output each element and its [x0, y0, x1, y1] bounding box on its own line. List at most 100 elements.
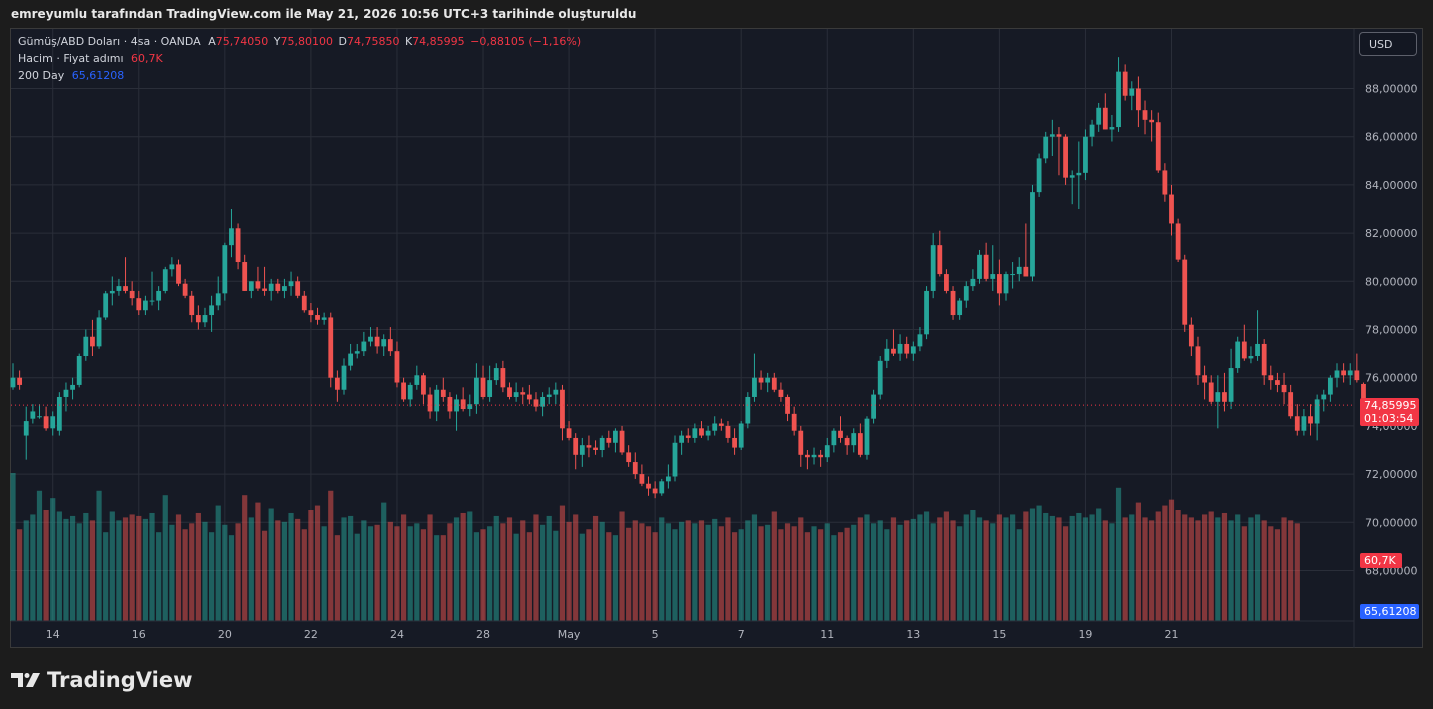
candle-body: [169, 264, 175, 270]
candle-body: [189, 295, 195, 316]
volume-bar: [1036, 505, 1042, 621]
volume-bar: [354, 533, 360, 621]
volume-bar: [361, 520, 367, 621]
volume-bar: [1175, 510, 1181, 621]
candle-body: [1255, 343, 1260, 357]
volume-legend[interactable]: Hacim · Fiyat adımı 60,7K: [18, 52, 163, 65]
candle-body: [37, 416, 42, 418]
volume-bar: [831, 535, 837, 621]
candle-body: [354, 351, 360, 354]
volume-bar: [957, 526, 963, 621]
candle-body: [17, 377, 23, 385]
candle-body: [679, 435, 685, 443]
candle-body: [387, 339, 393, 352]
candle-body: [1036, 158, 1042, 193]
volume-bar: [559, 505, 566, 621]
volume-bar: [1102, 520, 1108, 621]
ohlc-legend: Gümüş/ABD Doları · 4sa · OANDA A75,74050…: [18, 35, 581, 48]
candle-body: [970, 278, 976, 287]
candle-body: [573, 437, 579, 455]
candle-body: [1321, 394, 1327, 400]
candle-body: [977, 254, 982, 279]
candle-body: [944, 274, 949, 291]
volume-bar: [844, 527, 850, 621]
candle-body: [1049, 134, 1055, 137]
volume-bar: [712, 518, 718, 621]
attribution-text: emreyumlu tarafından TradingView.com ile…: [11, 7, 637, 21]
candle-body: [990, 274, 996, 279]
volume-bar: [1129, 514, 1135, 621]
volume-bar: [460, 512, 466, 621]
candle-body: [891, 348, 896, 354]
candle-body: [1043, 136, 1049, 159]
volume-bar: [917, 514, 923, 621]
ma-legend[interactable]: 200 Day 65,61208: [18, 69, 124, 82]
volume-bar: [996, 514, 1002, 621]
candle-body: [1202, 375, 1207, 383]
volume-bar: [434, 535, 440, 621]
candle-body: [1116, 71, 1121, 128]
x-tick-label: 20: [218, 628, 232, 641]
currency-button[interactable]: USD: [1359, 32, 1417, 56]
candle-body: [361, 341, 367, 352]
volume-bar: [963, 514, 969, 621]
candle-body: [1334, 370, 1340, 378]
volume-bar: [500, 523, 506, 621]
candle-body: [215, 293, 221, 306]
volume-bar: [414, 523, 420, 621]
volume-bar: [1208, 511, 1214, 621]
volume-bar: [592, 515, 599, 621]
x-tick-label: 14: [46, 628, 60, 641]
volume-bar: [149, 512, 155, 621]
candle-body: [427, 394, 433, 412]
volume-bar: [202, 521, 208, 621]
y-tick-label: 80,00000: [1365, 275, 1418, 288]
candle-body: [553, 389, 559, 395]
volume-bar: [791, 526, 797, 621]
volume-bar: [420, 529, 427, 621]
candle-body: [414, 375, 420, 385]
volume-bar: [89, 520, 96, 621]
volume-bar: [573, 514, 579, 621]
volume-bar: [1089, 514, 1095, 621]
volume-bar: [692, 523, 698, 621]
candle-body: [844, 437, 850, 446]
candle-body: [487, 380, 493, 397]
candle-body: [924, 290, 929, 335]
volume-bar: [295, 518, 301, 621]
candle-body: [818, 454, 824, 458]
volume-bar: [1069, 515, 1075, 621]
x-tick-label: 13: [906, 628, 920, 641]
volume-bar: [1248, 517, 1254, 621]
volume-bar: [1228, 520, 1234, 621]
volume-bar: [540, 524, 546, 621]
candle-body: [983, 254, 989, 279]
volume-bar: [334, 535, 340, 621]
candle-body: [646, 483, 651, 489]
volume-bar: [811, 526, 817, 621]
candle-body: [1341, 370, 1347, 376]
brand-name: TradingView: [47, 668, 193, 692]
candle-body: [937, 245, 943, 275]
volume-bar: [632, 520, 638, 621]
tradingview-logo[interactable]: TradingView: [11, 668, 192, 692]
candle-body: [421, 375, 426, 395]
candle-body: [43, 416, 49, 429]
candle-body: [334, 377, 340, 390]
volume-bar: [288, 512, 294, 621]
volume-bar: [857, 517, 863, 621]
candle-body: [831, 430, 837, 446]
candle-body: [1102, 107, 1108, 130]
candle-body: [957, 300, 963, 316]
candle-body: [1155, 122, 1161, 171]
volume-value: 60,7K: [131, 52, 163, 65]
volume-bar: [738, 529, 744, 621]
volume-bar: [156, 532, 162, 621]
symbol-label[interactable]: Gümüş/ABD Doları · 4sa · OANDA: [18, 35, 201, 48]
volume-bar: [175, 514, 182, 621]
candle-body: [1089, 124, 1095, 137]
volume-bar: [56, 511, 62, 621]
candle-body: [1030, 192, 1035, 277]
volume-bar: [109, 511, 115, 621]
